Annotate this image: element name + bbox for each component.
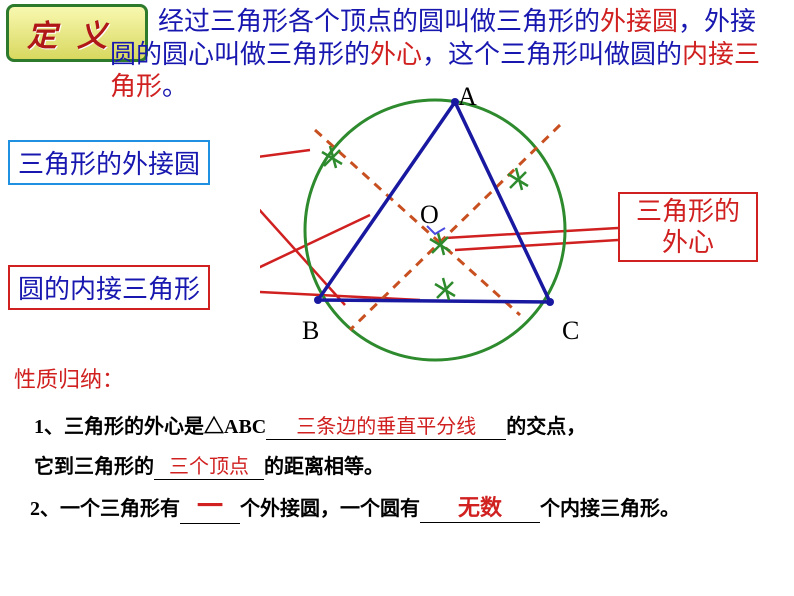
point-O: O [420,200,439,230]
statement-1: 1、三角形的外心是△ABC 三条边的垂直平分线 的交点， [34,410,586,440]
definition-text: 经过三角形各个顶点的圆叫做三角形的外接圆，外接圆的圆心叫做三角形的外心，这个三角… [110,6,770,104]
def-r1: 外接圆 [600,7,678,36]
stmt1-d: 的距离相等。 [264,456,384,478]
statement-2: 2、一个三角形有一个外接圆，一个圆有 无数 个内接三角形。 [30,486,680,524]
stmt1-fill-a: 三条边的垂直平分线 [296,416,476,438]
label-circumcircle: 三角形的外接圆 [8,140,210,185]
point-B: B [302,316,319,346]
statement-1b: 它到三角形的三个顶点的距离相等。 [34,450,384,480]
stmt1-c: 它到三角形的 [34,456,154,478]
point-C: C [562,316,579,346]
stmt2-c: 个内接三角形。 [540,498,680,520]
stmt2-prefix: 2、 [30,498,60,520]
circumcenter-l1: 三角形的 [636,197,740,226]
circumcenter-l2: 外心 [662,228,714,257]
stmt2-fill-a: 一 [197,492,223,521]
label-circumcenter: 三角形的 外心 [618,192,758,262]
stmt2-a: 一个三角形有 [60,498,180,520]
point-A: A [458,82,477,112]
def-t3: ，这个三角形叫做圆的 [422,40,682,69]
def-t1: 经过三角形各个顶点的圆叫做三角形的 [158,7,600,36]
stmt2-fill-b: 无数 [458,495,502,520]
def-r2: 外心 [370,40,422,69]
def-t4: 。 [162,72,188,101]
label-inscribed: 圆的内接三角形 [8,265,210,310]
stmt1-prefix: 1、 [34,416,64,438]
summary-title: 性质归纳： [14,362,124,394]
stmt1-a: 三角形的外心是△ABC [64,416,266,438]
stmt1-b: 的交点， [506,416,586,438]
stmt1-fill-b: 三个顶点 [169,456,249,478]
stmt2-b: 个外接圆，一个圆有 [240,498,420,520]
